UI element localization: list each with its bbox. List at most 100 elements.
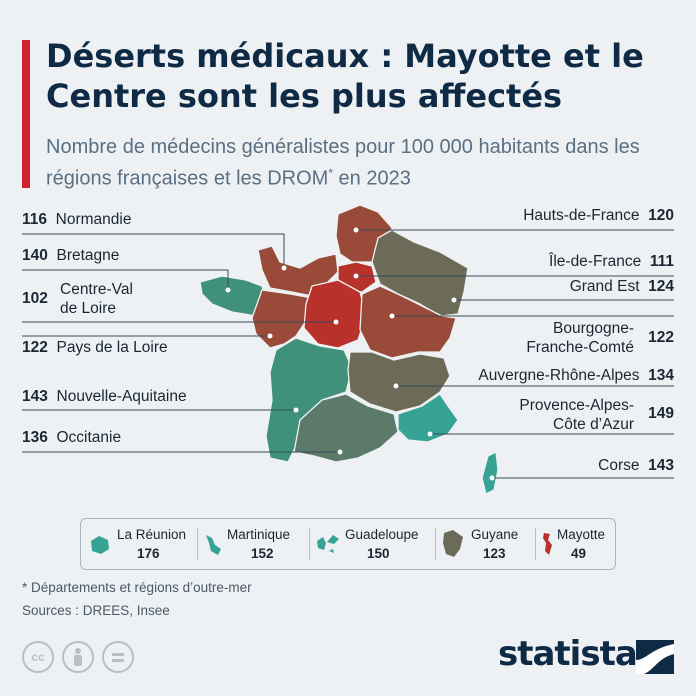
region-pays-de-la-loire [251, 289, 313, 349]
label-centre-name-line2: de Loire [60, 300, 117, 317]
label-hauts-de-france: Hauts-de-France 120 [523, 206, 674, 225]
label-auvergne-rhone-alpes-value: 134 [648, 367, 674, 384]
label-bourgogne-name-line2: Franche-Comté [526, 339, 634, 356]
region-auvergne-rhone-alpes [347, 351, 451, 413]
drom-martinique-value: 152 [251, 546, 274, 561]
attribution-icon[interactable] [62, 641, 94, 673]
marker-normandie [281, 265, 287, 271]
region-occitanie [293, 393, 399, 463]
label-corse-value: 143 [648, 457, 674, 474]
source-note: Sources : DREES, Insee [22, 603, 170, 618]
region-centre-val-de-loire [303, 279, 367, 349]
label-centre-name: Centre-Val de Loire [60, 280, 133, 318]
title-accent-bar [22, 40, 30, 188]
label-normandie-name: Normandie [55, 211, 132, 228]
label-normandie-value: 116 [22, 211, 48, 228]
label-bourgogne-value: 122 [648, 329, 674, 346]
cc-icon[interactable]: cc [22, 641, 54, 673]
label-bourgogne-name-line1: Bourgogne- [552, 320, 634, 337]
footnote: * Départements et régions d’outre-mer [22, 580, 252, 595]
label-bretagne: 140 Bretagne [22, 246, 119, 265]
label-corse: Corse 143 [598, 456, 674, 475]
cc-icon-label: cc [31, 650, 45, 664]
marker-centre [333, 319, 339, 325]
statista-logo[interactable]: statista [498, 634, 638, 674]
label-occitanie: 136 Occitanie [22, 428, 121, 447]
label-normandie: 116 Normandie [22, 210, 131, 229]
label-ile-de-france-name: Île-de-France [549, 253, 642, 270]
marker-pays-de-la-loire [267, 333, 273, 339]
drom-martinique-name: Martinique [227, 527, 291, 542]
label-hauts-de-france-name: Hauts-de-France [523, 207, 640, 224]
legend-divider [197, 528, 198, 560]
page-subtitle: Nombre de médecins généralistes pour 100… [46, 134, 676, 192]
guyane-shape-icon [443, 530, 463, 557]
label-grand-est-value: 124 [648, 278, 674, 295]
no-derivatives-glyph [112, 653, 124, 662]
marker-bretagne [225, 287, 231, 293]
label-centre-name-line1: Centre-Val [60, 281, 133, 298]
label-bourgogne-name: Bourgogne- Franche-Comté [526, 319, 634, 357]
drom-guyane: Guyane 123 [441, 525, 533, 563]
subtitle-text: Nombre de médecins généralistes pour 100… [46, 136, 640, 190]
label-provence: 149 [648, 404, 674, 423]
label-corse-name: Corse [598, 457, 640, 474]
marker-provence [427, 431, 433, 437]
label-provence-value: 149 [648, 405, 674, 422]
drom-legend: La Réunion 176 Martinique 152 Guadeloupe… [80, 518, 616, 570]
label-occitanie-name: Occitanie [56, 429, 122, 446]
label-nouvelle-aquitaine: 143 Nouvelle-Aquitaine [22, 387, 187, 406]
label-pays-de-la-loire: 122 Pays de la Loire [22, 338, 168, 357]
marker-auvergne [393, 383, 399, 389]
label-auvergne-rhone-alpes-name: Auvergne-Rhône-Alpes [478, 367, 640, 384]
legend-divider [435, 528, 436, 560]
label-nouvelle-aquitaine-value: 143 [22, 388, 48, 405]
statista-logo-icon [636, 640, 674, 674]
label-provence-name: Provence-Alpes- Côte d’Azur [519, 396, 634, 434]
drom-guyane-value: 123 [483, 546, 506, 561]
mayotte-shape-icon [543, 533, 552, 555]
region-corse [481, 451, 499, 495]
page-title: Déserts médicaux : Mayotte et le Centre … [46, 37, 644, 115]
region-grand-est [371, 229, 469, 317]
label-bretagne-value: 140 [22, 247, 48, 264]
leader-bretagne [22, 269, 229, 290]
label-bretagne-name: Bretagne [56, 247, 120, 264]
legend-divider [535, 528, 536, 560]
region-provence-alpes-cote-dazur [397, 393, 459, 443]
drom-guadeloupe-value: 150 [367, 546, 390, 561]
martinique-shape-icon [206, 535, 221, 555]
label-occitanie-value: 136 [22, 429, 48, 446]
region-bourgogne-franche-comte [359, 285, 457, 359]
label-provence-name-line1: Provence-Alpes- [519, 397, 634, 414]
label-hauts-de-france-value: 120 [648, 207, 674, 224]
drom-mayotte-name: Mayotte [557, 527, 606, 542]
marker-grand-est [451, 297, 457, 303]
label-auvergne-rhone-alpes: Auvergne-Rhône-Alpes 134 [478, 366, 674, 385]
label-bourgogne: 122 [648, 328, 674, 347]
label-grand-est-name: Grand Est [569, 278, 640, 295]
label-ile-de-france: Île-de-France 111 [549, 252, 674, 271]
legend-divider [309, 528, 310, 560]
drom-la-reunion: La Réunion 176 [87, 525, 195, 563]
drom-guadeloupe-name: Guadeloupe [345, 527, 419, 542]
subtitle-asterisk: * [328, 166, 333, 180]
label-provence-name-line2: Côte d’Azur [553, 416, 634, 433]
marker-nouvelle-aquitaine [293, 407, 299, 413]
leader-normandie [22, 233, 285, 268]
guadeloupe-shape-icon [317, 535, 339, 553]
la-reunion-shape-icon [91, 536, 109, 554]
label-centre-value: 102 [22, 290, 48, 307]
drom-mayotte: Mayotte 49 [541, 525, 611, 563]
marker-corse [489, 475, 495, 481]
marker-occitanie [337, 449, 343, 455]
drom-guadeloupe: Guadeloupe 150 [315, 525, 433, 563]
drom-la-reunion-value: 176 [137, 546, 160, 561]
subtitle-year: en 2023 [333, 167, 411, 190]
label-grand-est: Grand Est 124 [570, 277, 674, 296]
drom-mayotte-value: 49 [571, 546, 587, 561]
drom-la-reunion-name: La Réunion [117, 527, 187, 542]
label-ile-de-france-value: 111 [649, 253, 674, 270]
no-derivatives-icon[interactable] [102, 641, 134, 673]
